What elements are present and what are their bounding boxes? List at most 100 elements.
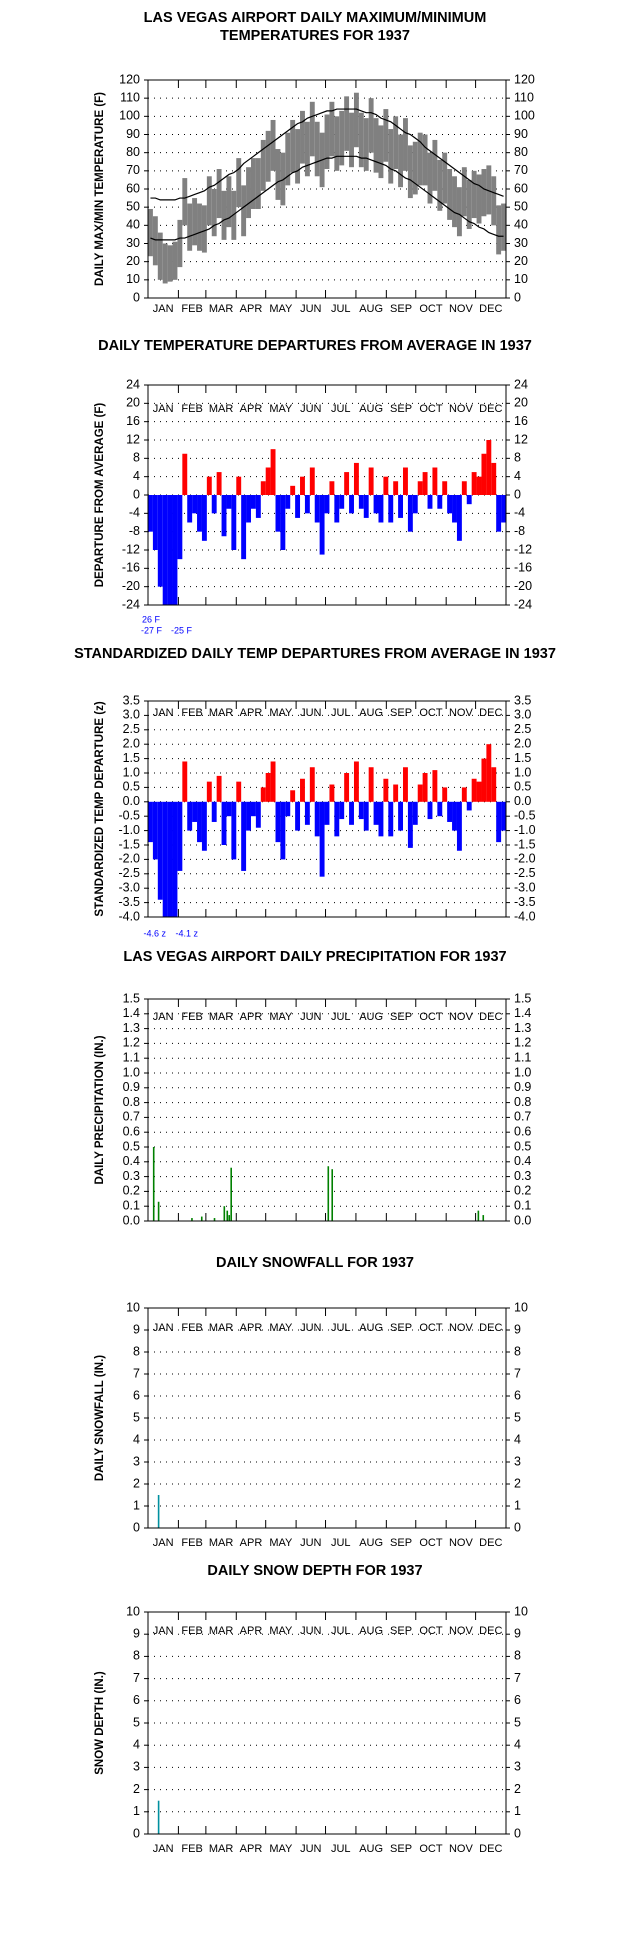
y2-tick-label: 10 xyxy=(514,272,528,286)
y-tick-label: 0.0 xyxy=(123,1213,140,1227)
y2-tick-label: -0.5 xyxy=(514,808,536,822)
y-tick-label: 100 xyxy=(119,109,140,123)
month-label: JAN xyxy=(153,1011,174,1023)
bar xyxy=(373,495,379,514)
y2-tick-label: 0 xyxy=(514,1826,521,1840)
y-tick-label: 50 xyxy=(126,199,140,213)
y2-tick-label: 6 xyxy=(514,1693,521,1707)
month-label: NOV xyxy=(449,1843,474,1855)
y-tick-label: -3.5 xyxy=(118,895,140,909)
y-tick-label: -1.5 xyxy=(118,837,140,851)
bar xyxy=(275,495,281,532)
y-tick-label: -20 xyxy=(122,579,140,593)
range-bar xyxy=(383,109,389,162)
chart-title: STANDARDIZED DAILY TEMP DEPARTURES FROM … xyxy=(74,646,556,662)
bar xyxy=(496,801,502,843)
bar xyxy=(486,440,492,495)
month-label: APR xyxy=(240,1011,263,1023)
month-label: AUG xyxy=(359,707,383,719)
bar xyxy=(314,495,320,523)
y-axis-label: DAILY SNOWFALL (IN.) xyxy=(94,1355,106,1481)
y-tick-label: 1.5 xyxy=(123,991,140,1005)
bar xyxy=(304,495,310,514)
y2-tick-label: -3.0 xyxy=(514,880,536,894)
y2-tick-label: 90 xyxy=(514,127,528,141)
y-tick-label: 0 xyxy=(133,1520,140,1534)
bar xyxy=(226,801,232,817)
y-tick-label: 120 xyxy=(119,72,140,86)
bar xyxy=(388,801,394,837)
y2-tick-label: 24 xyxy=(514,377,528,391)
y2-tick-label: 120 xyxy=(514,72,535,86)
bar xyxy=(300,476,305,495)
y-tick-label: 90 xyxy=(126,127,140,141)
bar xyxy=(197,801,202,843)
month-label: MAY xyxy=(269,1322,293,1334)
y2-tick-label: -4 xyxy=(514,506,525,520)
bar xyxy=(148,495,153,532)
range-bar xyxy=(216,169,222,219)
bar xyxy=(417,784,423,802)
bar xyxy=(228,1215,231,1221)
month-label: AUG xyxy=(359,303,383,315)
bar xyxy=(466,801,472,811)
bar xyxy=(275,801,281,843)
month-label: OCT xyxy=(419,403,443,415)
range-bar xyxy=(182,178,188,226)
bar xyxy=(452,495,457,523)
y-tick-label: 1.0 xyxy=(123,765,140,779)
y-tick-label: 1.1 xyxy=(123,1050,140,1064)
range-bar xyxy=(167,245,173,282)
bar xyxy=(270,449,276,495)
y2-tick-label: 40 xyxy=(514,218,528,232)
y-tick-label: -12 xyxy=(122,542,140,556)
y2-tick-label: 1.4 xyxy=(514,1006,531,1020)
range-bar xyxy=(486,165,492,215)
y2-tick-label: 70 xyxy=(514,163,528,177)
bar xyxy=(349,801,354,825)
y2-tick-label: 4 xyxy=(514,1432,521,1446)
range-bar xyxy=(295,129,301,184)
y2-tick-label: 0.8 xyxy=(514,1095,531,1109)
y2-tick-label: 1 xyxy=(514,1498,521,1512)
y-tick-label: 0.4 xyxy=(123,1154,140,1168)
range-bar xyxy=(275,149,281,200)
range-bar xyxy=(246,167,251,219)
bar xyxy=(230,1167,232,1221)
y-tick-label: 0.2 xyxy=(123,1184,140,1198)
y-tick-label: 80 xyxy=(126,145,140,159)
bar xyxy=(427,801,433,820)
month-label: MAY xyxy=(269,1625,293,1637)
range-bar xyxy=(466,179,472,229)
bar xyxy=(187,801,193,831)
range-bar xyxy=(388,129,394,184)
bar xyxy=(206,781,212,802)
bar xyxy=(447,495,453,514)
month-label: OCT xyxy=(419,1843,443,1855)
range-bar xyxy=(393,116,399,170)
y-tick-label: -4 xyxy=(129,506,140,520)
range-bar xyxy=(412,141,418,195)
bar xyxy=(378,801,384,837)
month-label: MAY xyxy=(269,303,293,315)
bar xyxy=(476,781,482,802)
month-label: SEP xyxy=(390,1322,412,1334)
range-bar xyxy=(461,167,467,217)
y2-tick-label: 20 xyxy=(514,254,528,268)
chart: DAILY TEMPERATURE DEPARTURES FROM AVERAG… xyxy=(94,338,532,636)
bar xyxy=(290,790,296,802)
bar xyxy=(476,476,482,495)
marks xyxy=(157,1495,160,1528)
month-label: JUL xyxy=(331,1322,351,1334)
bar xyxy=(314,801,320,837)
y2-tick-label: 80 xyxy=(514,145,528,159)
month-label: DEC xyxy=(479,403,502,415)
bar xyxy=(152,1147,155,1221)
bar xyxy=(334,801,340,837)
y-tick-label: 1.0 xyxy=(123,1065,140,1079)
range-bar xyxy=(300,110,305,164)
month-label: DEC xyxy=(479,1537,502,1549)
month-label: JAN xyxy=(153,1843,174,1855)
range-bar xyxy=(349,112,354,168)
range-bar xyxy=(353,92,359,148)
